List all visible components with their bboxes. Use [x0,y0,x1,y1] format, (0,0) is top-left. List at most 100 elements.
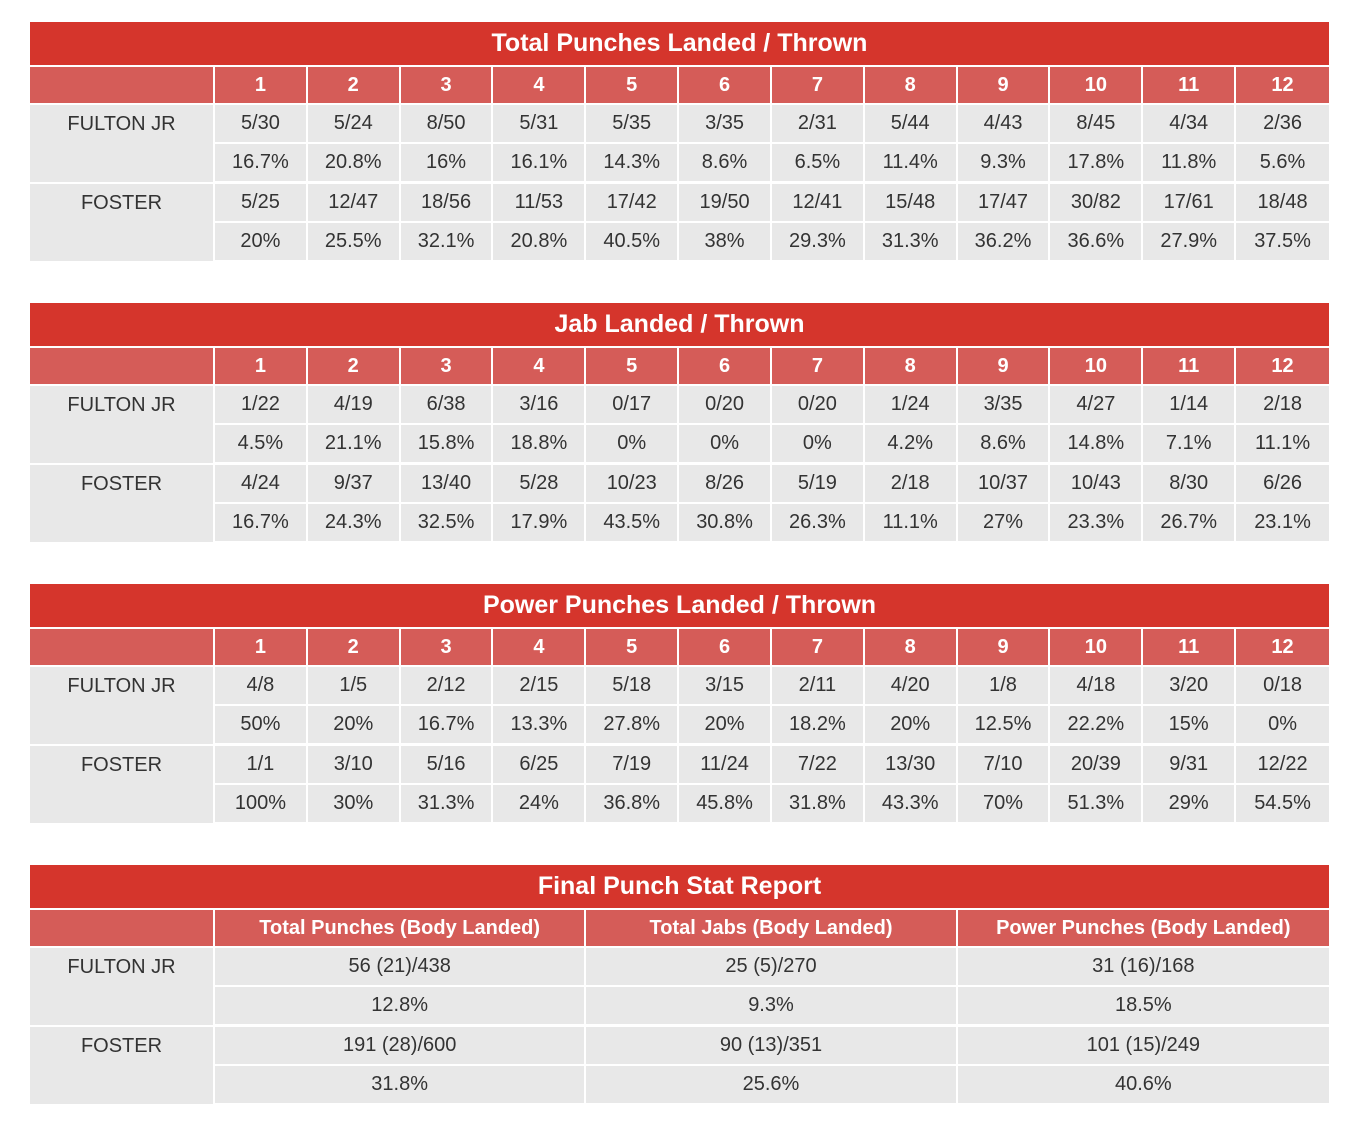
percentage-cell: 9.3% [586,987,958,1027]
percentage-cell: 31.8% [215,1066,587,1106]
percentage-cell: 15.8% [400,425,494,465]
percentage-cell: 31.3% [864,223,958,263]
column-header: Total Punches (Body Landed) [215,910,587,948]
round-header-5: 5 [586,67,680,105]
landed-thrown-cell: 8/26 [679,465,772,504]
percentage-cell: 20% [307,706,401,746]
final-punch-stat-table: Final Punch Stat Report Total Punches (Bo… [30,865,1329,1106]
fighter-name: FOSTER [30,465,215,544]
percentage-cell: 54.5% [1236,785,1329,825]
table-row: FULTON JR 4/8 1/5 2/12 2/15 5/18 3/15 2/11 4/20 1… [30,667,1329,746]
landed-thrown-cell: 0/17 [586,386,680,425]
landed-thrown-cell: 12/22 [1236,746,1329,785]
percentage-cell: 27.9% [1143,223,1237,263]
landed-thrown-cell: 3/16 [493,386,587,425]
landed-thrown-cell: 1/22 [215,386,308,425]
table-title: Final Punch Stat Report [30,865,1329,910]
round-header-4: 4 [493,629,587,667]
percentage-cell: 43.3% [864,785,958,825]
fighter-name: FULTON JR [30,105,215,184]
total-cell: 56 (21)/438 [215,948,587,987]
column-header-row: Total Punches (Body Landed) Total Jabs (B… [30,910,1329,948]
table-title-row: Final Punch Stat Report [30,865,1329,910]
column-header: Total Jabs (Body Landed) [586,910,958,948]
percentage-cell: 18.5% [957,987,1329,1027]
landed-thrown-cell: 17/47 [957,184,1051,223]
landed-thrown-cell: 18/48 [1236,184,1329,223]
round-header-row: 1 2 3 4 5 6 7 8 9 10 11 12 [30,67,1329,105]
landed-thrown-cell: 11/24 [679,746,772,785]
round-header-12: 12 [1236,348,1329,386]
percentage-cell: 20.8% [493,223,587,263]
landed-thrown-cell: 5/25 [215,184,308,223]
percentage-cell: 12.8% [215,987,587,1027]
percentage-cell: 13.3% [493,706,587,746]
table-title: Total Punches Landed / Thrown [30,22,1329,67]
round-header-5: 5 [586,629,680,667]
percentage-cell: 12.5% [957,706,1051,746]
total-cell: 191 (28)/600 [215,1027,587,1066]
percentage-cell: 20% [864,706,958,746]
landed-thrown-cell: 2/18 [1236,386,1329,425]
round-header-row: 1 2 3 4 5 6 7 8 9 10 11 12 [30,629,1329,667]
percentage-cell: 50% [215,706,308,746]
landed-thrown-cell: 10/23 [586,465,680,504]
percentage-cell: 18.2% [771,706,865,746]
table-row: FULTON JR 5/30 5/24 8/50 5/31 5/35 3/35 2/31 5/4… [30,105,1329,184]
round-header-3: 3 [400,348,494,386]
percentage-cell: 40.5% [586,223,680,263]
percentage-cell: 7.1% [1143,425,1237,465]
round-header-10: 10 [1050,67,1144,105]
round-header-3: 3 [400,67,494,105]
landed-thrown-cell: 5/31 [493,105,587,144]
round-header-11: 11 [1143,629,1237,667]
landed-thrown-cell: 4/34 [1143,105,1237,144]
percentage-cell: 36.8% [586,785,680,825]
percentage-cell: 4.2% [864,425,958,465]
table-title-row: Total Punches Landed / Thrown [30,22,1329,67]
round-header-1: 1 [215,67,308,105]
landed-thrown-cell: 4/27 [1050,386,1144,425]
landed-thrown-cell: 7/10 [957,746,1051,785]
table-row: 12.8% 9.3% 18.5% [30,987,1329,1027]
round-header-row: 1 2 3 4 5 6 7 8 9 10 11 12 [30,348,1329,386]
percentage-cell: 37.5% [1236,223,1329,263]
landed-thrown-cell: 12/47 [307,184,401,223]
table-row: FOSTER 191 (28)/600 90 (13)/351 101 (15)/24… [30,1027,1329,1106]
landed-thrown-cell: 6/38 [400,386,494,425]
percentage-cell: 14.3% [586,144,680,184]
percentage-cell: 16.7% [400,706,494,746]
round-header-3: 3 [400,629,494,667]
landed-thrown-cell: 4/18 [1050,667,1144,706]
landed-thrown-cell: 8/45 [1050,105,1144,144]
landed-thrown-cell: 20/39 [1050,746,1144,785]
percentage-cell: 4.5% [215,425,308,465]
landed-thrown-cell: 4/20 [864,667,958,706]
landed-thrown-cell: 2/36 [1236,105,1329,144]
landed-thrown-cell: 5/16 [400,746,494,785]
landed-thrown-cell: 5/35 [586,105,680,144]
landed-thrown-cell: 1/24 [864,386,958,425]
fighter-name: FOSTER [30,184,215,263]
table-row: FOSTER 5/25 12/47 18/56 11/53 17/42 19/50 12/41… [30,184,1329,263]
landed-thrown-cell: 4/24 [215,465,308,504]
percentage-cell: 70% [957,785,1051,825]
table-row: FULTON JR 56 (21)/438 25 (5)/270 31 (16)/16… [30,948,1329,1027]
percentage-cell: 16.1% [493,144,587,184]
percentage-cell: 16.7% [215,144,308,184]
round-header-6: 6 [679,348,772,386]
percentage-cell: 38% [679,223,772,263]
fighter-column-header [30,629,215,667]
landed-thrown-cell: 30/82 [1050,184,1144,223]
landed-thrown-cell: 6/25 [493,746,587,785]
table-row: FOSTER 4/24 9/37 13/40 5/28 10/23 8/26 5/19 2/18… [30,465,1329,544]
landed-thrown-cell: 2/31 [771,105,865,144]
landed-thrown-cell: 1/14 [1143,386,1237,425]
percentage-cell: 29% [1143,785,1237,825]
round-header-6: 6 [679,629,772,667]
round-header-10: 10 [1050,348,1144,386]
landed-thrown-cell: 3/15 [679,667,772,706]
landed-thrown-cell: 0/20 [679,386,772,425]
